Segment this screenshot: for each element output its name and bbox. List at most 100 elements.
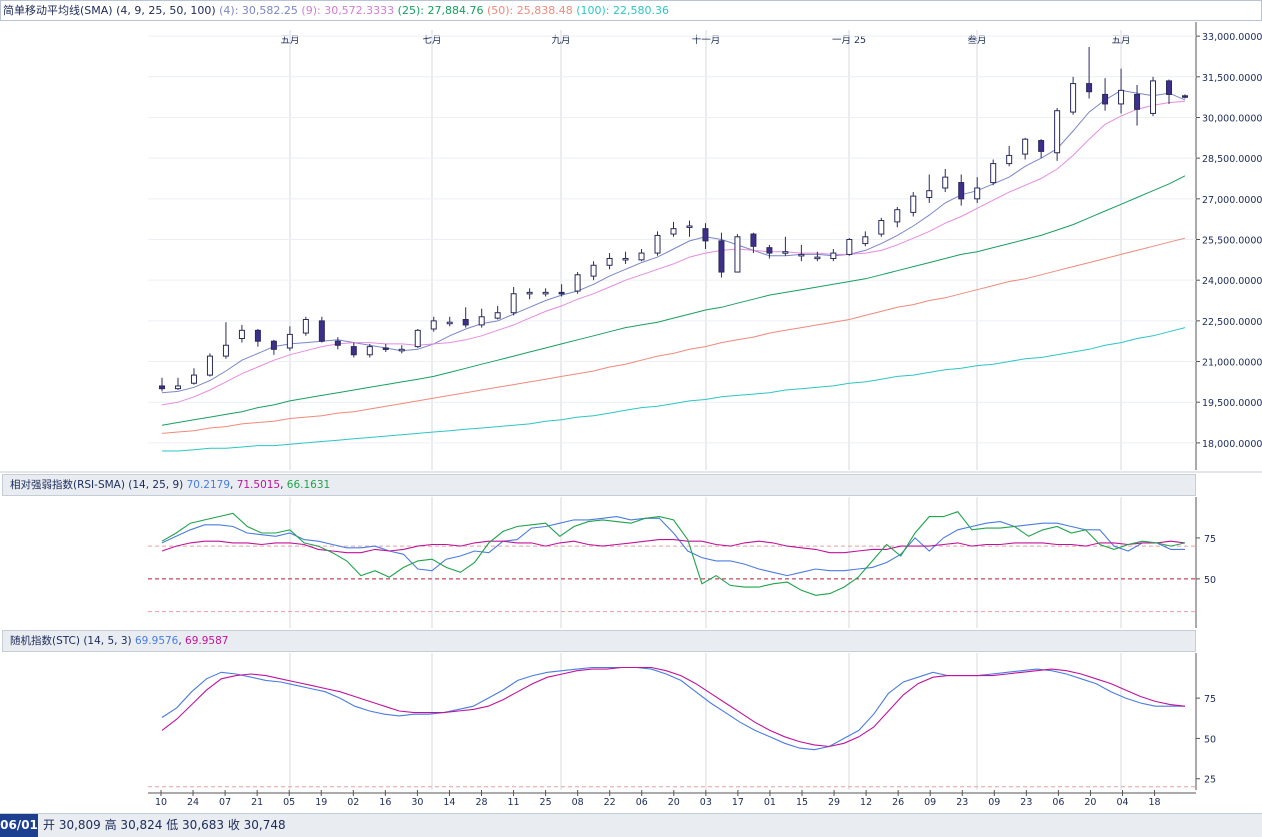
candle-body bbox=[622, 257, 629, 261]
stc-legend-title: 随机指数(STC) (14, 5, 3) bbox=[10, 635, 132, 647]
date-label: 03 bbox=[700, 797, 712, 808]
date-label: 17 bbox=[732, 797, 744, 808]
stc-legend-bar: 随机指数(STC) (14, 5, 3) 69.9576, 69.9587 bbox=[2, 630, 1196, 652]
stc-tick-label: 50 bbox=[1204, 734, 1216, 745]
date-label: 23 bbox=[956, 797, 968, 808]
date-label: 02 bbox=[347, 797, 359, 808]
date-label: 15 bbox=[796, 797, 808, 808]
price-tick-label: 33,000.0000 bbox=[1202, 32, 1262, 43]
candle-body bbox=[286, 333, 293, 349]
date-label: 16 bbox=[379, 797, 391, 808]
date-label: 04 bbox=[1116, 797, 1128, 808]
candle-body bbox=[702, 228, 709, 242]
price-tick-label: 18,000.0000 bbox=[1202, 439, 1262, 450]
candle-body bbox=[1054, 110, 1061, 154]
date-label: 21 bbox=[251, 797, 263, 808]
date-label: 20 bbox=[1084, 797, 1096, 808]
candle-body bbox=[862, 236, 869, 245]
candle-body bbox=[1118, 89, 1125, 105]
month-label: 五月 bbox=[280, 35, 299, 46]
candle-body bbox=[654, 234, 661, 254]
candle-body bbox=[1006, 154, 1013, 165]
candle-body bbox=[1070, 83, 1077, 113]
candle-body bbox=[302, 319, 309, 334]
candle-body bbox=[638, 252, 645, 261]
sma9-value: (9): 30,572.3333 bbox=[301, 4, 395, 17]
sma50-line bbox=[161, 237, 1186, 434]
candle-body bbox=[910, 195, 917, 213]
candle-body bbox=[254, 329, 261, 342]
rsi-sma-value: 71.5015 bbox=[236, 479, 281, 491]
date-label: 25 bbox=[540, 797, 552, 808]
candle-body bbox=[1182, 95, 1188, 98]
candle-body bbox=[814, 256, 821, 260]
date-label: 08 bbox=[572, 797, 584, 808]
candle-body bbox=[894, 209, 901, 223]
price-tick-label: 21,000.0000 bbox=[1202, 358, 1262, 369]
date-label: 24 bbox=[187, 797, 199, 808]
date-label: 05 bbox=[283, 797, 295, 808]
rsi-sma2-line bbox=[161, 511, 1186, 596]
candle-body bbox=[942, 176, 949, 189]
candle-body bbox=[798, 253, 805, 257]
stc-k-value: 69.9576 bbox=[134, 635, 179, 647]
sma100-line bbox=[162, 327, 1186, 452]
date-label: 09 bbox=[988, 797, 1000, 808]
rsi-sma2-value: 66.1631 bbox=[286, 479, 331, 491]
date-label: 29 bbox=[828, 797, 840, 808]
candle-body bbox=[206, 355, 213, 376]
month-label: 一月 25 bbox=[832, 35, 866, 46]
candle-body bbox=[606, 257, 613, 266]
candle-body bbox=[462, 319, 469, 326]
sma4-line bbox=[161, 89, 1186, 394]
candle-body bbox=[590, 264, 597, 277]
ohlc-footer: 06/01 开 30,809 高 30,824 低 30,683 收 30,74… bbox=[0, 813, 1262, 837]
candle-body bbox=[670, 228, 677, 235]
price-tick-label: 28,500.0000 bbox=[1202, 154, 1262, 165]
date-label: 18 bbox=[1149, 797, 1161, 808]
candle-body bbox=[190, 374, 197, 384]
candle-body bbox=[718, 240, 725, 273]
rsi-tick-label: 50 bbox=[1204, 575, 1216, 586]
sma-legend-bar: 简单移动平均线(SMA) (4, 9, 25, 50, 100) (4): 30… bbox=[0, 0, 1262, 21]
price-tick-label: 30,000.0000 bbox=[1202, 113, 1262, 124]
date-label: 14 bbox=[443, 797, 455, 808]
candle-body bbox=[782, 251, 789, 254]
candle-body bbox=[494, 312, 501, 319]
candle-body bbox=[478, 316, 485, 326]
price-tick-label: 27,000.0000 bbox=[1202, 195, 1262, 206]
stc-k-line bbox=[161, 666, 1185, 751]
sma50-value: (50): 25,838.48 bbox=[486, 4, 573, 17]
candle-body bbox=[830, 252, 837, 259]
sma25-value: (25): 27,884.76 bbox=[397, 4, 484, 17]
price-tick-label: 19,500.0000 bbox=[1202, 398, 1262, 409]
month-label: 七月 bbox=[422, 35, 441, 46]
date-label: 07 bbox=[219, 797, 231, 808]
candle-body bbox=[334, 340, 341, 346]
candle-body bbox=[1150, 80, 1157, 114]
price-chart[interactable]: 五月 七月 九月 十一月 一月 25 叁月 五月 33,000.0000 31,500.0000… bbox=[0, 0, 1262, 812]
stc-tick-label: 25 bbox=[1204, 775, 1216, 786]
candle-body bbox=[222, 344, 229, 357]
stc-d-value: 69.9587 bbox=[185, 635, 229, 647]
candle-body bbox=[1086, 83, 1093, 93]
candle-body bbox=[686, 225, 693, 228]
candle-body bbox=[974, 187, 981, 200]
candle-body bbox=[1038, 140, 1045, 152]
candle-body bbox=[1022, 138, 1029, 155]
stc-tick-label: 75 bbox=[1204, 694, 1216, 705]
sma-legend-title: 简单移动平均线(SMA) (4, 9, 25, 50, 100) bbox=[3, 4, 216, 17]
candle-body bbox=[159, 385, 165, 390]
date-label: 10 bbox=[155, 797, 167, 808]
date-label: 12 bbox=[860, 797, 872, 808]
date-label: 11 bbox=[508, 797, 520, 808]
date-label: 01 bbox=[764, 797, 776, 808]
candle-body bbox=[878, 220, 885, 235]
month-label: 叁月 bbox=[967, 34, 986, 46]
candle-body bbox=[430, 320, 437, 330]
candle-body bbox=[574, 274, 581, 292]
candle-body bbox=[1102, 93, 1109, 105]
sma25-line bbox=[161, 175, 1186, 426]
candle-body bbox=[382, 347, 389, 350]
candle-body bbox=[958, 182, 965, 200]
